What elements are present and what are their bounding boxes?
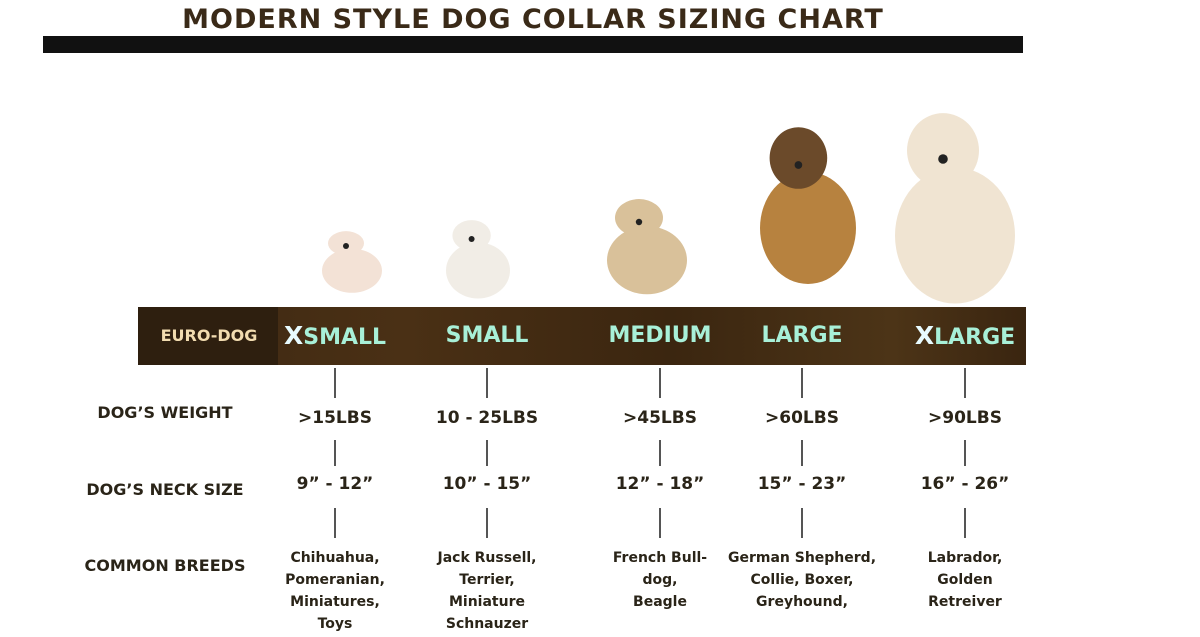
- common-breeds: French Bull-dog, Beagle: [613, 547, 707, 613]
- size-label: XLARGE: [915, 307, 1015, 365]
- connector-line: [486, 368, 488, 398]
- breed-line: German Shepherd,: [727, 550, 877, 566]
- french-bulldog-dog-image: [607, 199, 687, 295]
- connector-line: [334, 368, 336, 398]
- size-prefix: X: [914, 321, 935, 350]
- breed-line: Terrier,: [459, 572, 515, 588]
- size-prefix: X: [283, 321, 304, 350]
- row-label-weight: DOG’S WEIGHT: [97, 403, 233, 422]
- neck-size-value: 12” - 18”: [615, 474, 705, 494]
- connector-line: [486, 440, 488, 466]
- breed-line: Labrador,: [927, 550, 1003, 566]
- size-name: LARGE: [761, 323, 843, 348]
- title-underline-bar: [43, 36, 1023, 53]
- connector-line: [486, 508, 488, 538]
- size-label: MEDIUM: [608, 307, 711, 365]
- neck-size-value: 16” - 26”: [920, 474, 1010, 494]
- weight-value: 10 - 25LBS: [435, 408, 539, 428]
- connector-line: [659, 508, 661, 538]
- jack-russell-dog-image: [446, 220, 510, 299]
- labrador-dog-image: [895, 113, 1015, 304]
- breed-line: French Bull-: [612, 550, 708, 566]
- connector-line: [964, 508, 966, 538]
- size-name: SMALL: [303, 325, 387, 350]
- german-shepherd-dog-image: [760, 127, 856, 284]
- connector-line: [964, 440, 966, 466]
- breed-line: Golden: [937, 572, 993, 588]
- connector-line: [801, 368, 803, 398]
- page-title: MODERN STYLE DOG COLLAR SIZING CHART: [182, 4, 884, 35]
- neck-size-value: 10” - 15”: [442, 474, 532, 494]
- common-breeds: Labrador, Golden Retreiver: [928, 547, 1003, 613]
- weight-value: >90LBS: [928, 408, 1002, 428]
- common-breeds: Chihuahua, Pomeranian, Miniatures, Toys: [285, 547, 385, 635]
- connector-line: [801, 440, 803, 466]
- size-label: LARGE: [761, 307, 842, 365]
- breed-line: Chihuahua,: [290, 550, 380, 566]
- common-breeds: Jack Russell, Terrier, Miniature Schnauzer: [438, 547, 537, 635]
- weight-value: >60LBS: [765, 408, 839, 428]
- breed-line: Toys: [317, 616, 353, 632]
- dog-illustrations: [322, 113, 1015, 304]
- size-name: LARGE: [934, 325, 1016, 350]
- breed-line: Beagle: [633, 594, 687, 610]
- neck-size-value: 15” - 23”: [757, 474, 847, 494]
- row-label-breeds: COMMON BREEDS: [84, 556, 246, 575]
- connector-line: [334, 440, 336, 466]
- common-breeds: German Shepherd, Collie, Boxer, Greyhound,: [728, 547, 876, 613]
- row-label-neck: DOG’S NECK SIZE: [86, 480, 244, 499]
- pomeranian-dog-image: [322, 231, 382, 293]
- breed-line: Miniatures,: [290, 594, 380, 610]
- breed-line: Schnauzer: [445, 616, 529, 632]
- connector-line: [801, 508, 803, 538]
- connector-line: [659, 368, 661, 398]
- breed-line: Miniature: [448, 594, 525, 610]
- breed-line: Retreiver: [928, 594, 1002, 610]
- breed-line: Pomeranian,: [285, 572, 385, 588]
- connector-line: [659, 440, 661, 466]
- size-label: SMALL: [446, 307, 529, 365]
- brand-label: EURO-DOG: [160, 326, 258, 345]
- neck-size-value: 9” - 12”: [296, 474, 374, 494]
- size-band: [138, 307, 1026, 365]
- weight-value: >15LBS: [298, 408, 372, 428]
- size-name: SMALL: [445, 323, 529, 348]
- weight-value: >45LBS: [623, 408, 697, 428]
- breed-line: Collie, Boxer,: [750, 572, 854, 588]
- connector-line: [334, 508, 336, 538]
- breed-line: dog,: [642, 572, 678, 588]
- size-name: MEDIUM: [608, 323, 712, 348]
- connector-line: [964, 368, 966, 398]
- breed-line: Greyhound,: [756, 594, 848, 610]
- breed-line: Jack Russell,: [437, 550, 537, 566]
- size-label: XSMALL: [284, 307, 386, 365]
